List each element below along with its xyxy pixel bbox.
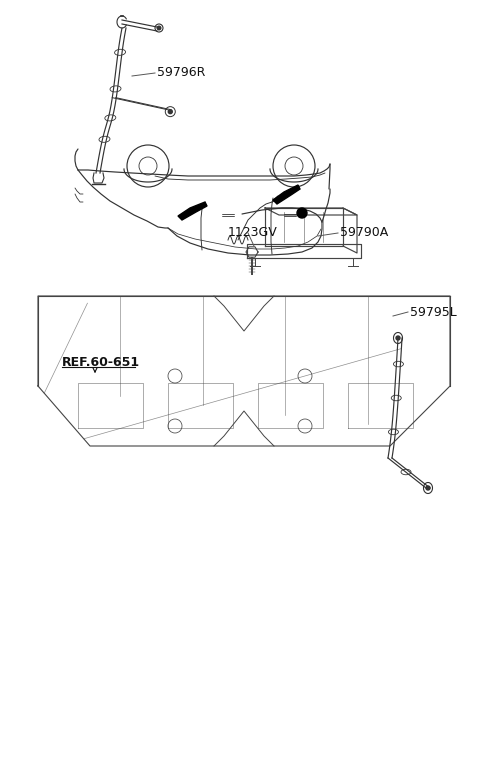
Text: 1123GV: 1123GV bbox=[228, 227, 278, 240]
Circle shape bbox=[396, 336, 400, 340]
Circle shape bbox=[297, 208, 307, 218]
Text: 59796R: 59796R bbox=[157, 67, 205, 79]
Circle shape bbox=[157, 26, 161, 29]
Polygon shape bbox=[273, 185, 300, 204]
Polygon shape bbox=[178, 202, 207, 220]
Text: REF.60-651: REF.60-651 bbox=[62, 355, 140, 369]
Circle shape bbox=[426, 486, 430, 490]
Text: 59790A: 59790A bbox=[340, 227, 388, 240]
Circle shape bbox=[168, 109, 172, 113]
Text: 59795L: 59795L bbox=[410, 306, 457, 318]
